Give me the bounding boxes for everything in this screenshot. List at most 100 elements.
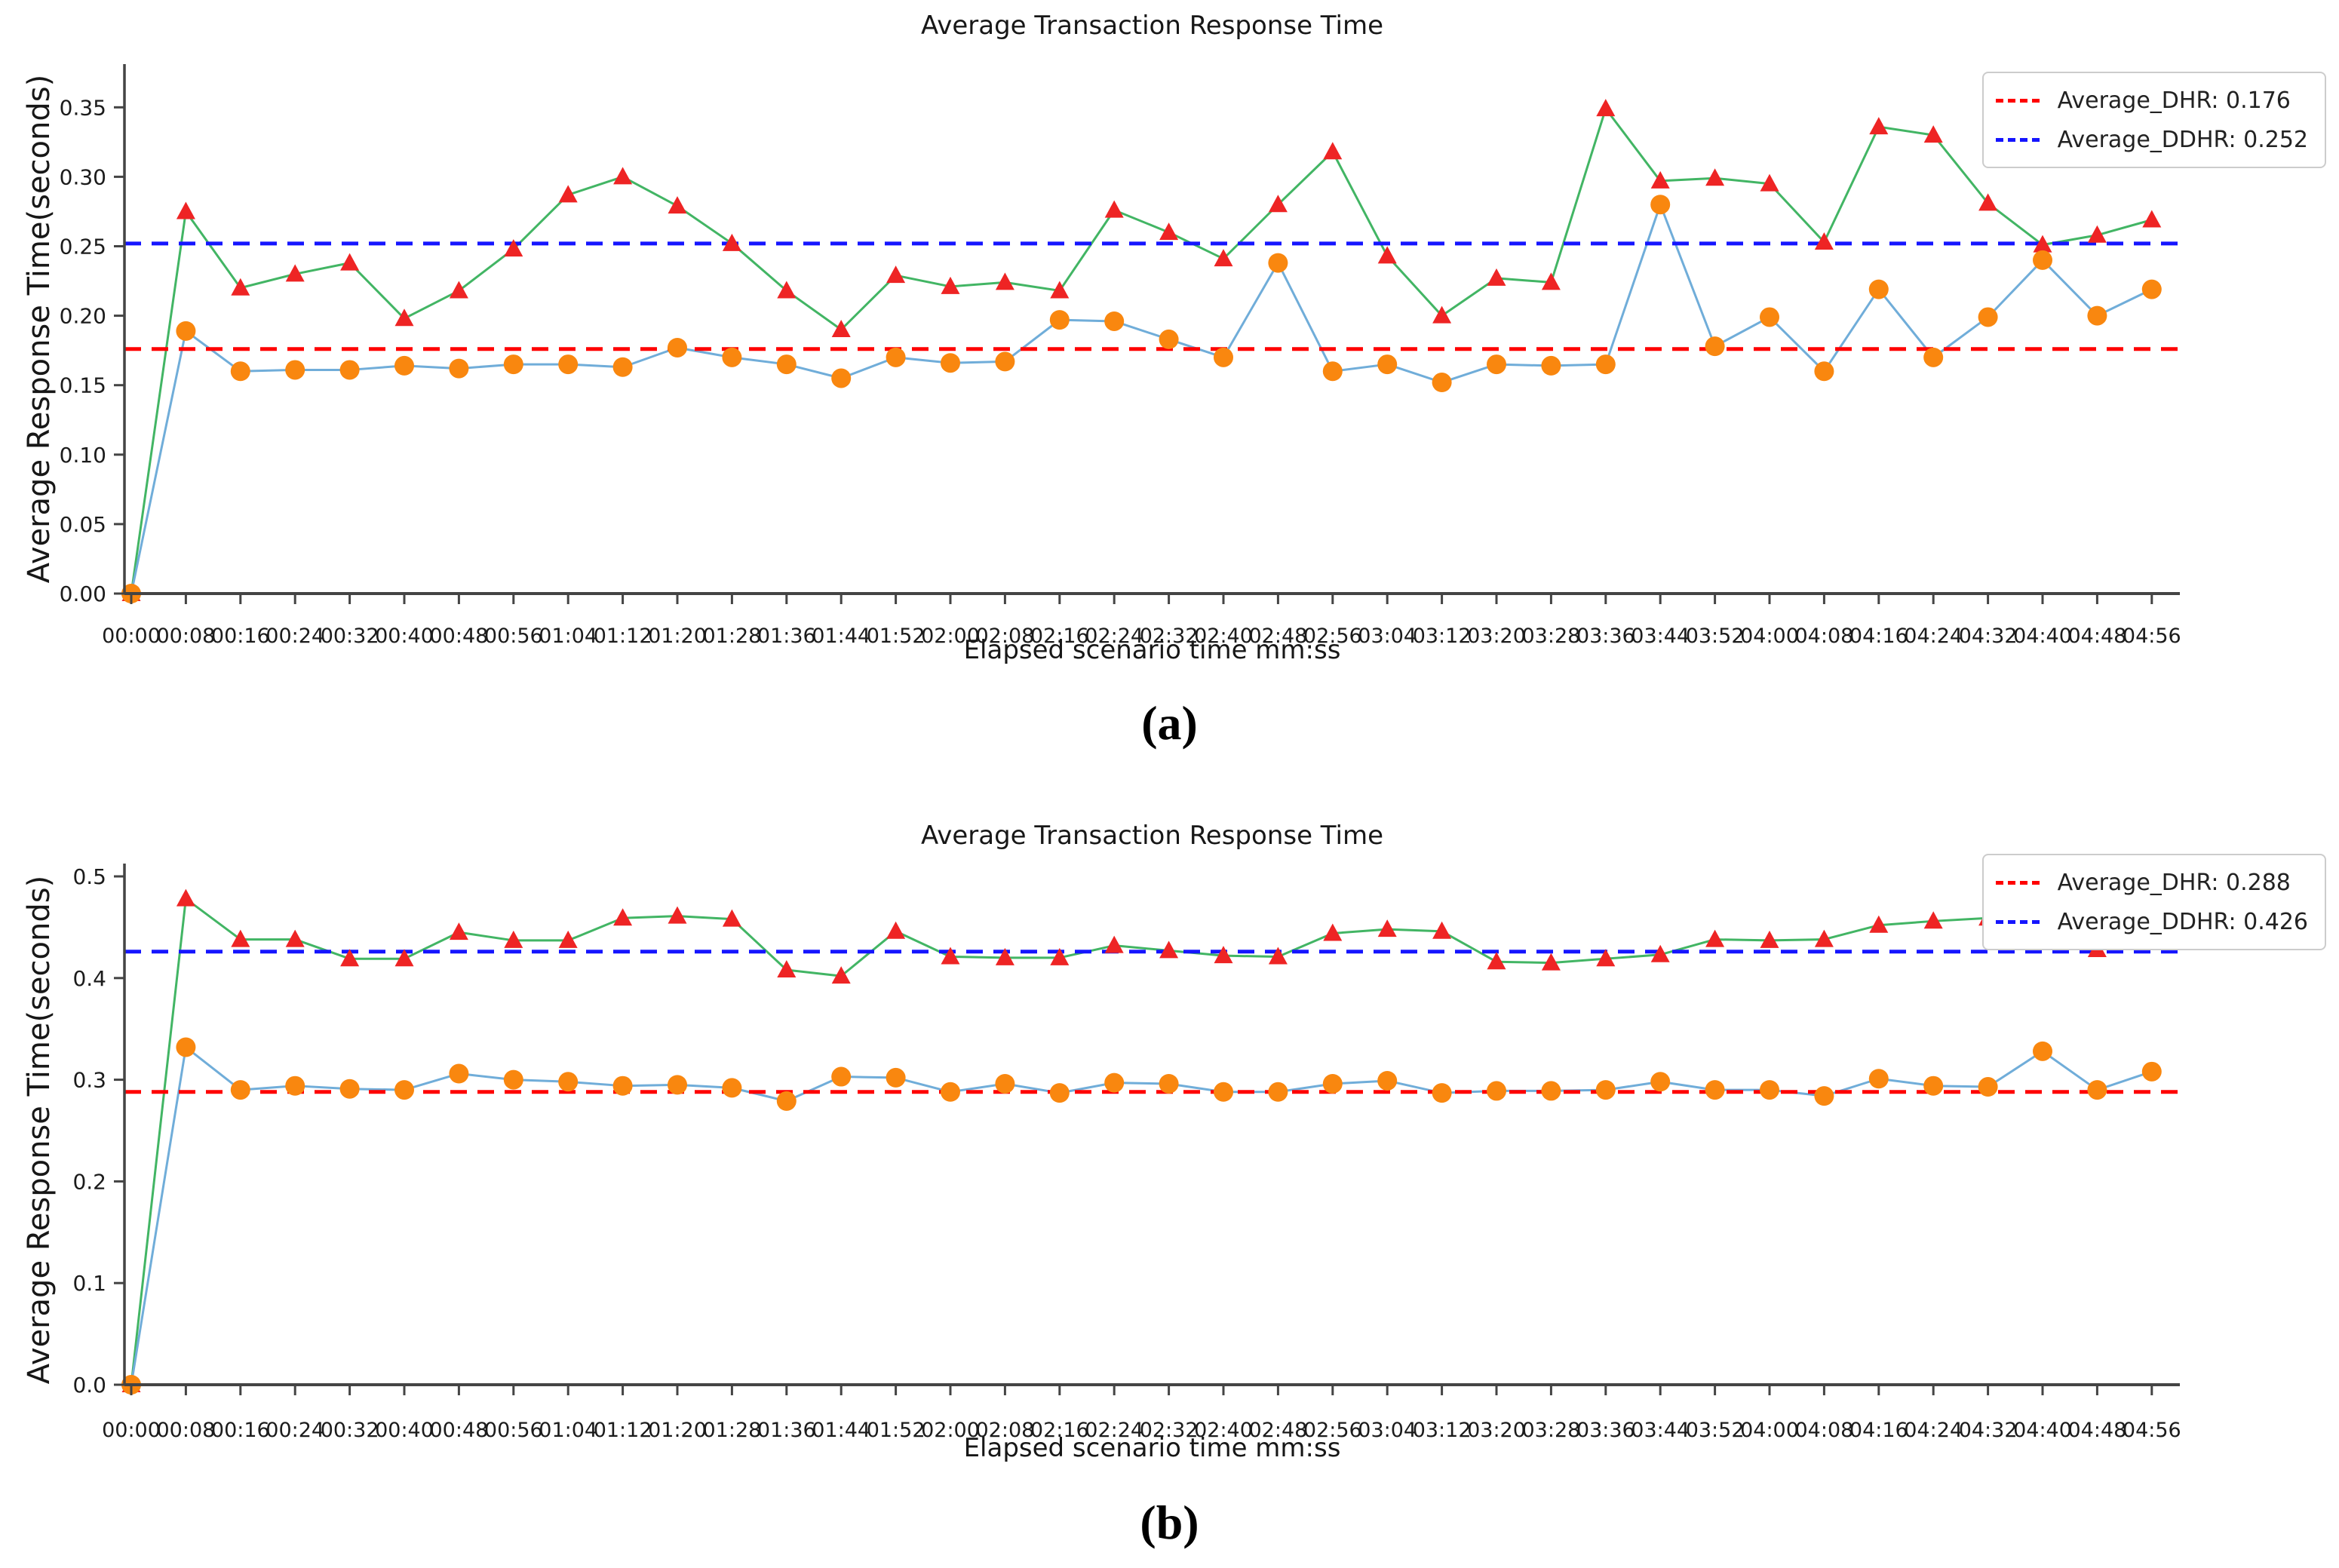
data-point-marker [1705,1080,1725,1100]
legend-item-average-dhr: Average_DHR: 0.176 [1995,81,2308,120]
x-tick-label: 04:48 [2067,1419,2126,1442]
x-tick-label: 04:40 [2013,1419,2072,1442]
chart-a-legend: Average_DHR: 0.176 Average_DDHR: 0.252 [1981,72,2326,168]
data-point-marker [831,320,851,338]
x-tick-label: 00:40 [375,1419,434,1442]
x-tick-label: 01:44 [812,624,870,648]
data-point-marker [1595,1080,1616,1100]
x-tick-label: 04:56 [2123,1419,2181,1442]
data-point-marker [722,909,741,927]
data-point-marker [1377,919,1397,937]
chart-b: 0.00.10.20.30.40.500:0000:0800:1600:2400… [72,864,2181,1442]
data-point-marker [1377,1070,1398,1091]
data-point-marker [1104,935,1124,953]
x-tick-label: 03:04 [1358,1419,1417,1442]
data-point-marker [941,353,960,373]
x-tick-label: 01:04 [539,624,597,648]
data-point-marker [1814,929,1834,947]
series-line-dhr [130,1045,2153,1385]
data-point-marker [1487,952,1506,970]
data-point-marker [1868,279,1889,299]
data-point-marker [2033,1041,2052,1061]
data-point-marker [1650,1072,1671,1092]
x-tick-label: 00:16 [211,624,270,648]
data-point-marker [668,337,687,357]
data-point-marker [1923,1076,1944,1096]
legend-label: Average_DDHR: 0.252 [2057,126,2308,153]
data-point-marker [339,360,360,380]
y-tick-label: 0.35 [60,95,106,120]
chart-b-y-axis-label: Average Response Time(seconds) [22,875,57,1385]
chart-b-caption: (b) [1140,1496,1199,1549]
x-tick-label: 04:16 [1849,624,1908,648]
data-point-marker [231,278,250,296]
x-tick-label: 02:24 [1085,624,1143,648]
data-point-marker [1049,310,1070,330]
data-point-marker [1541,272,1561,290]
x-tick-label: 01:36 [757,1419,816,1442]
x-tick-label: 01:52 [867,1419,925,1442]
x-tick-label: 02:48 [1248,624,1307,648]
data-point-marker [394,308,414,327]
x-tick-label: 00:00 [102,1419,161,1442]
series-markers-dhr [121,1037,2162,1395]
y-tick-label: 0.10 [60,443,106,468]
data-point-marker [1760,1080,1779,1100]
data-point-marker [1487,1081,1506,1101]
data-point-marker [2087,305,2107,326]
y-tick-label: 0.2 [72,1169,106,1194]
x-tick-label: 00:48 [429,624,488,648]
x-tick-label: 00:00 [102,624,161,648]
data-point-marker [2142,210,2162,228]
data-point-marker [2087,225,2107,243]
data-point-marker [1868,1069,1889,1089]
data-point-marker [558,185,578,203]
data-point-marker [777,960,797,978]
data-point-marker [503,354,523,375]
data-point-marker [504,930,523,948]
data-point-marker [340,949,360,967]
data-point-marker [449,358,469,379]
data-point-marker [722,1078,742,1098]
x-tick-label: 02:48 [1248,1419,1307,1442]
data-point-marker [886,1067,906,1088]
data-point-marker [1322,1073,1343,1094]
data-point-marker [230,1080,250,1100]
y-tick-label: 0.00 [60,581,106,606]
y-tick-label: 0.15 [60,373,106,398]
x-tick-label: 03:04 [1358,624,1417,648]
data-point-marker [1159,1073,1179,1094]
data-point-marker [1650,944,1670,962]
data-point-marker [1978,193,1998,211]
y-tick-label: 0.1 [72,1271,106,1296]
x-tick-label: 04:40 [2013,624,2072,648]
y-tick-label: 0.30 [60,164,106,189]
x-tick-label: 02:24 [1085,1419,1143,1442]
x-tick-label: 03:52 [1686,1419,1745,1442]
data-point-marker [1760,307,1779,327]
data-point-marker [176,1037,196,1057]
data-point-marker [176,321,196,341]
x-tick-label: 00:32 [321,624,379,648]
data-point-marker [1159,940,1179,959]
data-point-marker [1432,305,1452,324]
x-tick-label: 01:52 [867,624,925,648]
data-point-marker [504,239,523,257]
x-tick-label: 01:12 [594,624,652,648]
data-point-marker [1596,949,1616,967]
series-line-ddhr [130,898,2153,1385]
legend-label: Average_DDHR: 0.426 [2057,908,2308,935]
data-point-marker [394,949,414,967]
data-point-marker [2141,279,2162,299]
chart-b-title: Average Transaction Response Time [920,821,1384,851]
data-point-marker [503,1069,523,1090]
data-point-marker [1214,249,1233,267]
data-point-marker [1869,915,1889,933]
red-dashed-line-swatch [1995,880,2040,885]
x-tick-label: 04:16 [1849,1419,1908,1442]
x-tick-label: 00:08 [156,624,215,648]
data-point-marker [394,1080,414,1100]
x-tick-label: 00:48 [429,1419,488,1442]
